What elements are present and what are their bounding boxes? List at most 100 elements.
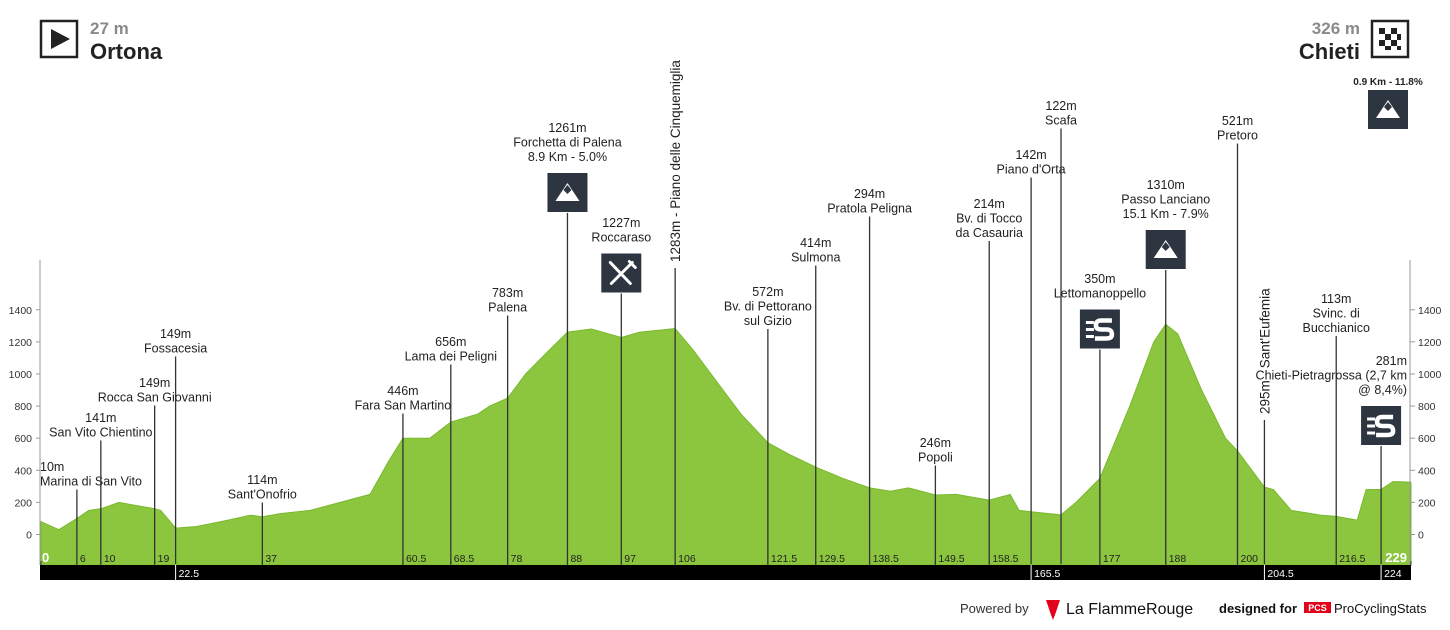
waypoint-icon xyxy=(601,253,642,293)
start-arrow xyxy=(51,29,70,49)
waypoint-label: Forchetta di Palena xyxy=(513,136,621,150)
km-label: 97 xyxy=(624,553,636,565)
icon-stripes xyxy=(1085,321,1094,338)
waypoint-label: 572m xyxy=(752,285,783,299)
waypoint-label: 10m xyxy=(40,460,64,474)
km-label: 37 xyxy=(265,553,277,565)
waypoint-label: 295m - Sant'Eufemia xyxy=(1257,288,1272,414)
waypoint-label: 142m xyxy=(1015,148,1046,162)
waypoint-label: Svinc. di xyxy=(1313,307,1360,321)
y-tick-label-right: 600 xyxy=(1418,433,1436,445)
km-label: 78 xyxy=(511,553,523,565)
km-label: 10 xyxy=(104,553,116,565)
km-label: 129.5 xyxy=(819,553,845,565)
icon-snow xyxy=(563,185,572,194)
waypoint-label: Lettomanoppello xyxy=(1054,287,1146,301)
waypoint-label: Piano d'Orta xyxy=(997,163,1066,177)
km-label: 138.5 xyxy=(873,553,899,565)
waypoint-label: 350m xyxy=(1084,272,1115,286)
km-label: 158.5 xyxy=(992,553,1018,565)
waypoint-label: 141m xyxy=(85,411,116,425)
waypoint-label: Pretoro xyxy=(1217,129,1258,143)
waypoint-label: 414m xyxy=(800,236,831,250)
waypoint-label: 446m xyxy=(387,384,418,398)
start-icon xyxy=(39,19,79,59)
y-tick-label: 600 xyxy=(14,433,32,445)
waypoint-label: 656m xyxy=(435,335,466,349)
waypoint-label: sul Gizio xyxy=(744,314,792,328)
waypoint-label: 113m xyxy=(1321,292,1351,306)
km-label: 0 xyxy=(42,550,49,565)
distance-bar xyxy=(40,565,1411,580)
waypoint-label: Passo Lanciano xyxy=(1121,193,1210,207)
waypoint-icon xyxy=(1145,230,1186,269)
waypoint-label: Pratola Peligna xyxy=(827,202,912,216)
waypoint-label: Bucchianico xyxy=(1303,321,1370,335)
km-label: 216.5 xyxy=(1339,553,1365,565)
bar-tick-label: 224 xyxy=(1384,568,1402,580)
icon-s xyxy=(1374,414,1396,438)
waypoint-icon xyxy=(1079,309,1120,349)
y-tick-label: 800 xyxy=(14,401,32,413)
km-label: 121.5 xyxy=(771,553,797,565)
finish-elevation: 326 m xyxy=(1312,19,1360,38)
waypoint-label: Rocca San Giovanni xyxy=(98,391,212,405)
bar-tick-label: 204.5 xyxy=(1267,568,1293,580)
km-label: 19 xyxy=(158,553,170,565)
waypoint-label: Roccaraso xyxy=(591,231,651,245)
brand: La FlammeRouge xyxy=(1066,601,1193,618)
waypoint-label: Lama dei Peligni xyxy=(405,350,497,364)
bar-tick-label: 22.5 xyxy=(179,568,200,580)
waypoint-label: 1283m - Piano delle Cinquemiglia xyxy=(668,60,683,262)
icon-snow xyxy=(1384,102,1392,111)
waypoint-label: 15.1 Km - 7.9% xyxy=(1123,207,1209,221)
km-label: 60.5 xyxy=(406,553,427,565)
waypoint-label: Palena xyxy=(488,301,527,315)
waypoint-label: 521m xyxy=(1222,114,1253,128)
waypoint-label: San Vito Chientino xyxy=(49,426,152,440)
km-label: 6 xyxy=(80,553,86,565)
powered-by: Powered by xyxy=(960,601,1029,616)
waypoint-label: Sant'Onofrio xyxy=(228,488,297,502)
elevation-profile xyxy=(40,323,1412,566)
y-tick-label-right: 1000 xyxy=(1418,369,1442,381)
y-tick-label-right: 1400 xyxy=(1418,305,1442,317)
waypoint-label: Fossacesia xyxy=(144,342,207,356)
y-tick-label-right: 200 xyxy=(1418,497,1436,509)
y-tick-label: 1000 xyxy=(9,369,33,381)
waypoint-label: Scafa xyxy=(1045,114,1077,128)
km-label: 200 xyxy=(1241,553,1259,565)
start-elevation: 27 m xyxy=(90,19,129,38)
waypoint-label: Popoli xyxy=(918,451,953,465)
finish-name: Chieti xyxy=(1299,39,1360,64)
y-tick-label: 0 xyxy=(26,530,32,542)
y-tick-label: 1200 xyxy=(9,337,33,349)
icon-fork xyxy=(608,260,637,285)
icon-stripes xyxy=(1367,417,1376,435)
y-tick-label-right: 400 xyxy=(1418,465,1436,477)
waypoint-label: @ 8,4%) xyxy=(1358,383,1407,397)
km-label: 106 xyxy=(678,553,696,565)
start-name: Ortona xyxy=(90,39,163,64)
waypoint-label: 149m xyxy=(160,327,191,341)
pcs-logo-text: PCS xyxy=(1308,603,1327,613)
waypoint-icon xyxy=(547,173,588,212)
waypoint-label: 8.9 Km - 5.0% xyxy=(528,150,607,164)
finish-flag xyxy=(1370,19,1410,59)
y-tick-label: 200 xyxy=(14,497,32,509)
waypoint-label: Sulmona xyxy=(791,251,840,265)
waypoint-label: 114m xyxy=(247,473,277,487)
waypoint-label: 1261m xyxy=(548,121,586,135)
designed-for: designed for xyxy=(1219,601,1297,616)
km-label: 68.5 xyxy=(454,553,475,565)
waypoint-label: 1310m xyxy=(1147,178,1185,192)
waypoint-label: Bv. di Pettorano xyxy=(724,300,812,314)
bar-tick-label: 165.5 xyxy=(1034,568,1060,580)
waypoint-label: 1227m xyxy=(602,216,640,230)
km-label: 88 xyxy=(570,553,582,565)
waypoint-label: 149m xyxy=(139,376,170,390)
waypoint-label: 122m xyxy=(1045,99,1076,113)
km-label: 149.5 xyxy=(938,553,964,565)
pcs-logo xyxy=(1304,602,1331,613)
